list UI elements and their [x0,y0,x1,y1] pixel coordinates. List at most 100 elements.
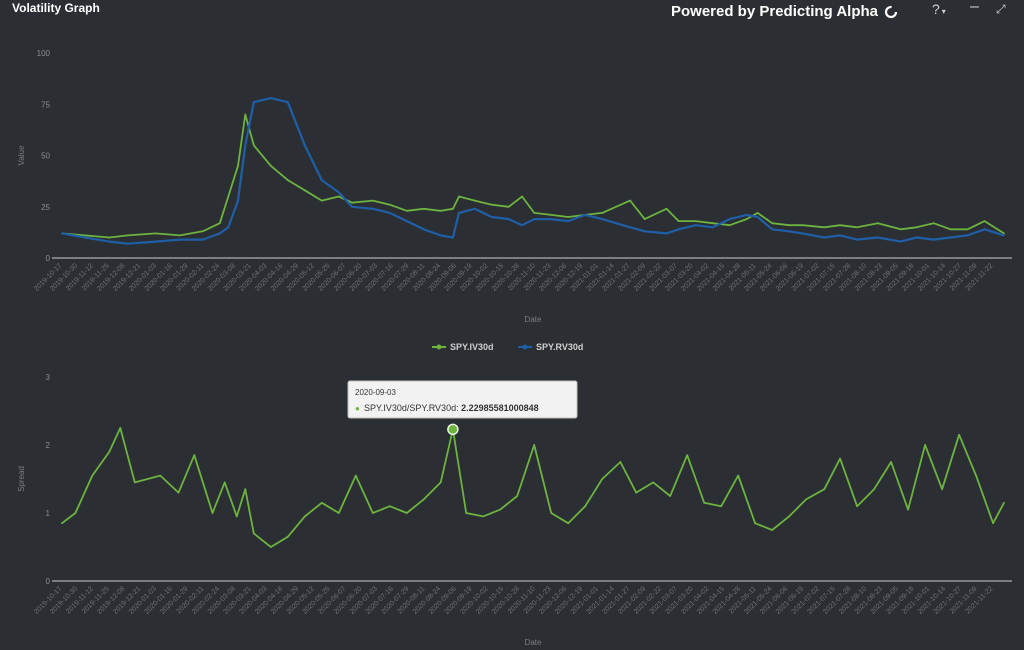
data-point [805,498,807,501]
data-point [269,164,272,167]
data-point [629,199,631,202]
data-point [133,481,136,484]
chart-legend: SPY.IV30d SPY.RV30d [432,342,583,352]
data-point [754,522,756,525]
spread-y-tick-label: 2 [46,441,51,450]
data-point [801,224,804,227]
data-point [720,505,723,508]
data-point [924,444,926,446]
data-point [178,238,181,241]
data-point [788,224,790,227]
legend-label: SPY.RV30d [536,342,583,352]
data-point [550,512,553,514]
data-point [521,195,523,198]
data-point [337,195,340,198]
brand-label: Powered by Predicting Alpha [671,3,898,20]
data-point [422,228,425,231]
data-point [711,226,714,229]
series-SPY.IV30d/SPY.RV30d [61,427,1005,548]
data-point [619,461,622,463]
help-button[interactable]: ? ▾ [932,1,946,17]
data-point [737,474,740,477]
data-point [227,226,230,229]
value-x-axis-title: Date [525,315,542,324]
data-point [91,474,94,477]
data-point [439,234,442,237]
data-point [211,512,214,514]
data-point [244,144,247,147]
value-y-tick-label: 50 [41,152,50,161]
data-point [269,97,272,99]
data-point [201,230,204,233]
data-point [932,222,935,225]
data-point [533,444,536,446]
data-point [516,495,519,497]
data-point [694,224,697,227]
data-point [223,481,226,484]
data-point [371,512,374,514]
data-point [490,216,493,218]
data-point [856,226,858,229]
data-point [856,505,858,508]
data-point [61,522,63,525]
data-point [1003,501,1005,504]
data-point [839,224,841,227]
data-point [771,529,773,531]
data-point [177,491,180,494]
data-point [422,498,425,501]
data-point [839,457,841,460]
data-point [949,236,952,239]
data-point [351,205,353,208]
data-point [482,515,485,518]
data-point [521,224,523,227]
data-point [84,234,86,237]
legend-marker [522,344,528,350]
data-point [452,207,454,210]
data-point [126,234,129,237]
data-point [694,220,697,223]
brand-text: Powered by Predicting Alpha [671,3,878,20]
data-point [533,218,536,221]
value-y-axis-title: Value [17,145,26,165]
data-point [458,212,460,214]
data-point [677,220,680,223]
data-point [74,512,77,514]
data-point [286,535,289,538]
window-header: Volatility Graph Powered by Predicting A… [0,0,1024,22]
tooltip-label: SPY.IV30d/SPY.RV30d: [364,403,461,413]
legend-item-SPY.RV30d[interactable]: SPY.RV30d [518,342,583,352]
data-point [405,209,408,212]
legend-item-SPY.IV30d[interactable]: SPY.IV30d [432,342,494,352]
data-point [119,427,122,429]
minimize-icon[interactable]: – [970,0,979,15]
data-point [303,144,306,147]
data-point [899,228,902,231]
data-point [108,240,111,243]
data-point [876,236,879,239]
data-point [351,201,353,204]
data-point [465,512,468,514]
data-point [320,179,323,182]
data-point [499,508,502,511]
data-point [371,199,374,202]
data-point [788,515,790,518]
data-point [507,218,510,221]
tooltip-box [347,380,578,419]
data-point [890,461,892,463]
data-point [745,214,748,216]
legend-label: SPY.IV30d [450,342,494,352]
data-point [643,230,646,233]
data-point [823,236,826,239]
value-y-tick-label: 25 [41,203,50,212]
spread-x-axis-title: Date [525,638,542,647]
expand-icon[interactable]: ⤢ [996,2,1006,16]
data-point [286,179,289,182]
data-point [756,212,759,214]
data-point [269,546,272,548]
tooltip-marker[interactable] [447,423,459,436]
data-point [567,216,570,218]
data-point [907,508,909,511]
data-point [193,454,196,457]
data-point [915,236,918,239]
data-point [728,224,731,227]
